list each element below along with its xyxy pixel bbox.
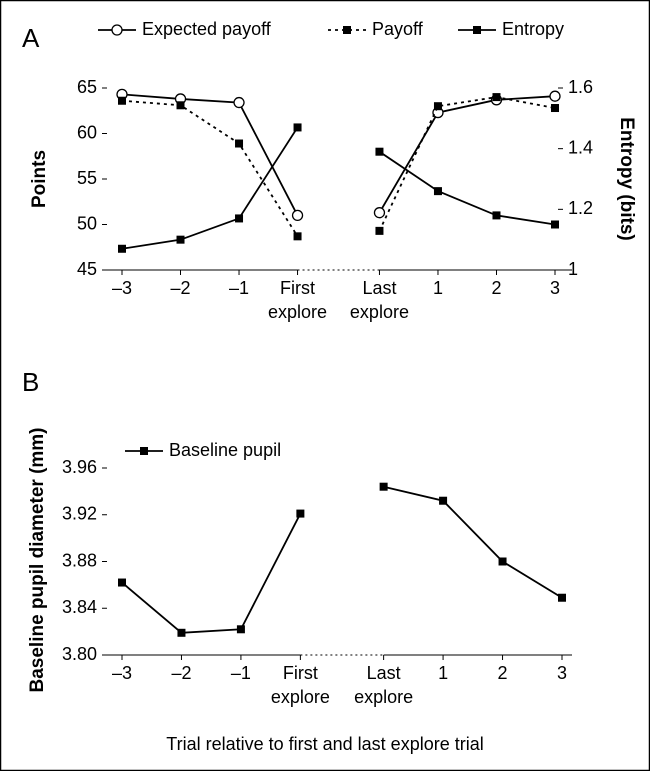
series-line xyxy=(121,93,299,216)
x-tick-label-box: 2 xyxy=(491,278,502,298)
legend-marker xyxy=(473,26,481,34)
x-tick-label: 1 xyxy=(438,663,449,683)
point xyxy=(549,90,561,102)
series-line xyxy=(378,96,556,232)
x-tick-label-box: Last explore xyxy=(349,278,409,322)
x-tick-label-box: –3 xyxy=(111,278,133,298)
legend-marker xyxy=(111,24,123,36)
point xyxy=(551,104,559,113)
x-tick-label-box: 3 xyxy=(549,278,560,298)
y-tick-label: 3.88 xyxy=(62,550,97,570)
point xyxy=(296,509,305,518)
x-tick-label-box: Last explore xyxy=(354,663,414,707)
x-tick-label: Last explore xyxy=(354,663,414,707)
x-tick-label: 2 xyxy=(497,663,508,683)
x-tick-label: –3 xyxy=(111,663,133,683)
x-tick-label: –1 xyxy=(230,663,251,683)
y-tick-label: 50 xyxy=(77,213,97,233)
y2-tick-label: 1.2 xyxy=(568,198,593,218)
x-tick-label-box: –2 xyxy=(171,663,192,683)
x-tick-label-box: 1 xyxy=(438,663,449,683)
y2-axis-label: Entropy (bits) xyxy=(616,117,637,241)
legend-marker xyxy=(140,447,148,455)
legend-marker xyxy=(343,26,351,34)
y-axis-label: Points xyxy=(29,150,50,208)
y2-tick-label: 1 xyxy=(568,259,578,279)
y-tick-label: 3.92 xyxy=(62,504,97,524)
point xyxy=(293,232,302,241)
point xyxy=(176,235,185,244)
x-tick-label: 1 xyxy=(432,278,443,298)
legend-label: Entropy xyxy=(502,19,564,39)
x-tick-label: 2 xyxy=(491,278,502,298)
series-line xyxy=(121,126,299,250)
legend-label: Expected payoff xyxy=(142,19,272,39)
x-tick-label: –2 xyxy=(171,663,192,683)
y2-tick-label: 1.4 xyxy=(568,137,593,157)
x-tick-label-box: 2 xyxy=(497,663,508,683)
series-line xyxy=(121,99,299,237)
point xyxy=(118,578,126,587)
point xyxy=(379,482,388,491)
point xyxy=(373,207,386,219)
y-tick-label: 3.84 xyxy=(62,597,97,617)
legend-label: Payoff xyxy=(372,19,424,39)
x-tick-label-box: 1 xyxy=(432,278,443,298)
series-line xyxy=(378,150,556,226)
point xyxy=(118,244,126,253)
point xyxy=(235,214,244,223)
point xyxy=(439,496,448,505)
y-axis-label: Baseline pupil diameter (mm) xyxy=(27,427,48,692)
point xyxy=(235,139,244,148)
y-tick-label: 60 xyxy=(77,122,97,142)
x-tick-label-box: –1 xyxy=(230,663,251,683)
x-tick-label: First explore xyxy=(268,278,328,322)
series-line xyxy=(121,513,302,634)
point xyxy=(433,102,442,111)
x-tick-label: 3 xyxy=(556,663,567,683)
x-tick-label-box: –3 xyxy=(111,663,133,683)
x-tick-label: First explore xyxy=(270,663,330,707)
point xyxy=(498,557,507,566)
point xyxy=(551,220,559,229)
x-tick-label-box: 3 xyxy=(556,663,567,683)
point xyxy=(233,96,245,109)
point xyxy=(558,593,566,602)
x-tick-label-box: –2 xyxy=(170,278,191,298)
x-tick-label-box: –1 xyxy=(229,278,250,298)
point xyxy=(291,209,304,222)
x-tick-label-box: First explore xyxy=(268,278,328,322)
y-tick-label: 3.96 xyxy=(62,457,97,477)
point xyxy=(293,123,302,132)
panel-label: B xyxy=(22,367,39,397)
point xyxy=(492,211,501,220)
legend-label: Baseline pupil xyxy=(169,440,281,460)
point xyxy=(375,226,384,235)
x-tick-label: –3 xyxy=(111,278,133,298)
y-tick-label: 65 xyxy=(77,77,97,97)
point xyxy=(492,93,501,102)
x-axis-label: Trial relative to first and last explore… xyxy=(166,734,483,754)
y-tick-label: 55 xyxy=(77,168,97,188)
point xyxy=(118,96,126,105)
panel-label: A xyxy=(22,23,40,53)
point xyxy=(176,101,185,110)
point xyxy=(375,147,384,156)
x-tick-label: 3 xyxy=(549,278,560,298)
y-tick-label: 45 xyxy=(77,259,97,279)
x-tick-label: –1 xyxy=(229,278,250,298)
x-tick-label: Last explore xyxy=(349,278,409,322)
y-tick-label: 3.80 xyxy=(62,644,97,664)
point xyxy=(433,187,442,196)
series-line xyxy=(383,485,563,599)
point xyxy=(236,625,245,634)
x-tick-label: –2 xyxy=(170,278,191,298)
x-tick-label-box: First explore xyxy=(270,663,330,707)
y2-tick-label: 1.6 xyxy=(568,77,593,97)
series-line xyxy=(378,95,556,214)
point xyxy=(177,628,186,637)
